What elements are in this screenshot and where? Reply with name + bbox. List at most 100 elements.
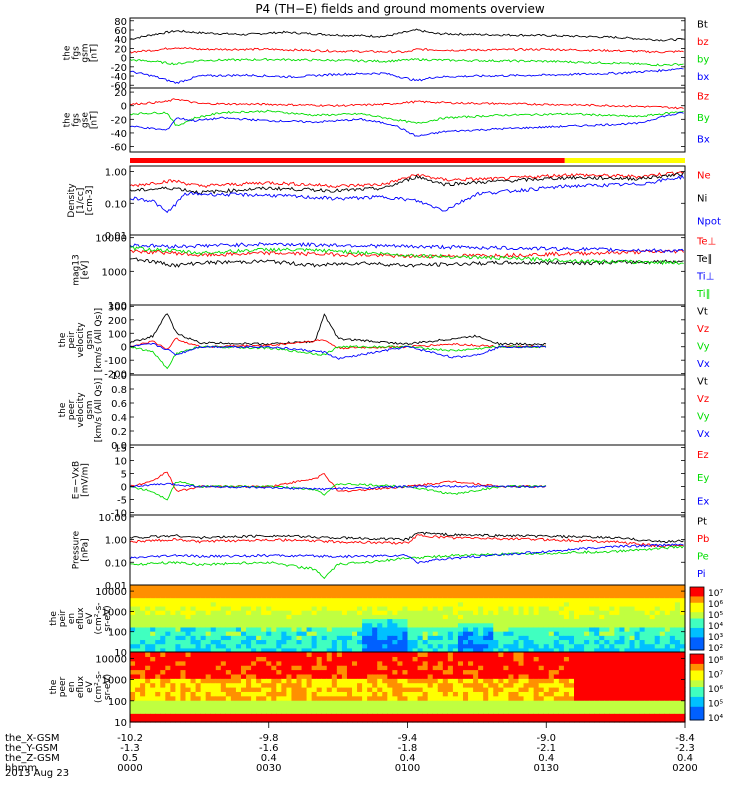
y-tick-label: -200 (104, 370, 127, 381)
y-axis-label-line: sr-eV) (103, 674, 113, 700)
y-axis-label-line: eV (85, 612, 95, 625)
y-axis-label-line: [mV/m] (81, 463, 91, 497)
x-tick-label: 0130 (534, 763, 559, 774)
legend-entry: Ez (697, 450, 709, 461)
series-line-Pe-2 (129, 545, 684, 580)
legend-entry: Vy (697, 342, 710, 353)
y-tick-label: 1000 (102, 267, 127, 278)
y-axis-label-line: [eV] (81, 261, 91, 280)
legend-entry: Ni (697, 194, 707, 205)
y-tick-label: 0.10 (105, 199, 127, 210)
y-axis-label-line: (cm²-s- (94, 602, 104, 634)
panel-temperature: Te⊥ Te∥ Ti⊥ Ti∥ 10000 1000 100 mag13 [eV] (72, 234, 717, 312)
y-axis-label-line: [nT] (90, 44, 100, 62)
legend-entry: Vz (697, 324, 709, 335)
y-tick-label: 0.4 (111, 413, 127, 424)
y-axis-label-line: the (63, 45, 73, 60)
y-axis-label: E=−VxB [mV/m] (72, 461, 91, 499)
panel-peer-velocity: Vt Vz Vy Vx 1.0 0.8 0.6 0.4 0.2 0.0 the peer velocit… (58, 371, 710, 452)
y-tick-label: 0 (121, 102, 127, 113)
y-axis-label-line: sr-eV) (103, 605, 113, 631)
y-tick-label: 1.0 (111, 371, 127, 382)
series-line-By-1 (129, 109, 684, 126)
y-axis-label-line: en (67, 613, 77, 624)
series-line-Vt-0 (129, 313, 547, 346)
y-tick-label: 0 (121, 343, 127, 354)
legend-entry: Pi (697, 569, 706, 580)
y-axis: 20 0 -20 -40 -60 (111, 88, 685, 154)
y-tick-label: -60 (111, 143, 127, 154)
y-axis-label-line: [km/s (All Qs)] (94, 378, 104, 442)
series-line-Pb-1 (129, 534, 684, 549)
legend-entry: Pe (697, 552, 709, 563)
legend-entry: by (697, 55, 709, 66)
legend: Vt Vz Vy Vx (697, 377, 710, 441)
y-tick-label: 0.8 (111, 385, 127, 396)
heatmap-cells (130, 585, 686, 653)
y-tick-label: 10000 (95, 234, 127, 245)
panel-frame (129, 304, 686, 376)
panel-frame (129, 514, 686, 586)
y-tick-label: -20 (111, 115, 127, 126)
y-tick-label: 10000 (95, 587, 127, 598)
colorbar-tick-label: 10⁴ (708, 622, 723, 632)
x-tick-label: 0.4 (400, 753, 416, 764)
y-axis-label-line: the (49, 611, 59, 626)
legend-entry: By (697, 113, 710, 124)
panel-frame (129, 374, 686, 446)
y-axis-label-line: en (67, 681, 77, 692)
legend: Vt Vz Vy Vx (697, 307, 710, 371)
y-axis-label-line: the (49, 679, 59, 694)
y-tick-label: 0 (121, 482, 127, 493)
legend-entry: Vx (697, 359, 710, 370)
series-line-Bx-2 (129, 112, 684, 137)
y-axis-label-line: peir (67, 331, 77, 349)
y-axis-label-line: [nPa] (81, 538, 91, 561)
y-tick-label: 40 (114, 35, 127, 46)
x-tick-label: -1.3 (120, 743, 140, 754)
legend-entry: Bt (697, 20, 708, 31)
legend-entry: bz (697, 37, 709, 48)
y-axis: 300 200 100 0 -100 -200 (104, 302, 685, 381)
series-line-Vx-3 (129, 342, 547, 360)
series-line-Pt-0 (129, 531, 684, 544)
y-tick-label: 60 (114, 26, 127, 37)
x-tick-label: -10.2 (117, 733, 143, 744)
series-group (129, 313, 547, 370)
legend-entry: Vt (697, 307, 708, 318)
colorbar-tick-label: 10⁷ (708, 589, 723, 599)
y-axis-label-line: velocity (76, 322, 86, 358)
series-line-Bt-0 (129, 28, 684, 42)
series-line-Ey-1 (129, 480, 547, 501)
colorbar-tick-label: 10⁶ (708, 685, 723, 695)
heatmap-cells (130, 652, 686, 723)
y-tick-label: 1.00 (105, 536, 127, 547)
y-axis-label-line: E=−VxB (72, 461, 82, 499)
y-tick-label: 80 (114, 17, 127, 28)
y-axis-label-line: peir (58, 609, 68, 627)
y-tick-label: -40 (111, 129, 127, 140)
legend-entry: Pb (697, 534, 709, 545)
x-tick-label: -9.0 (536, 733, 556, 744)
panel-pressure: Pt Pb Pe Pi 10.00 1.00 0.10 0.01 Pressure [nPa] (72, 513, 710, 592)
y-tick-label: 200 (108, 316, 127, 327)
y-tick-label: 0 (121, 54, 127, 65)
date-label: 2013 Aug 23 (5, 768, 69, 779)
y-tick-label: 10 (114, 457, 127, 468)
y-tick-label: 300 (108, 302, 127, 313)
y-axis-label-line: peer (58, 676, 68, 697)
y-tick-label: 0.10 (105, 558, 127, 569)
y-tick-label: -60 (111, 81, 127, 92)
y-tick-label: -20 (111, 63, 127, 74)
y-axis-label-line: Pressure (72, 530, 82, 569)
y-axis-label-line: [1/cc] (76, 188, 86, 214)
legend-entry: Ey (697, 473, 709, 484)
colorbar-tick-label: 10² (708, 644, 723, 654)
x-row-name: hhmm (5, 763, 37, 774)
y-tick-label: 10.00 (98, 513, 127, 524)
series-group (129, 28, 684, 84)
series-group (129, 171, 684, 214)
y-tick-label: 0.01 (105, 581, 127, 592)
